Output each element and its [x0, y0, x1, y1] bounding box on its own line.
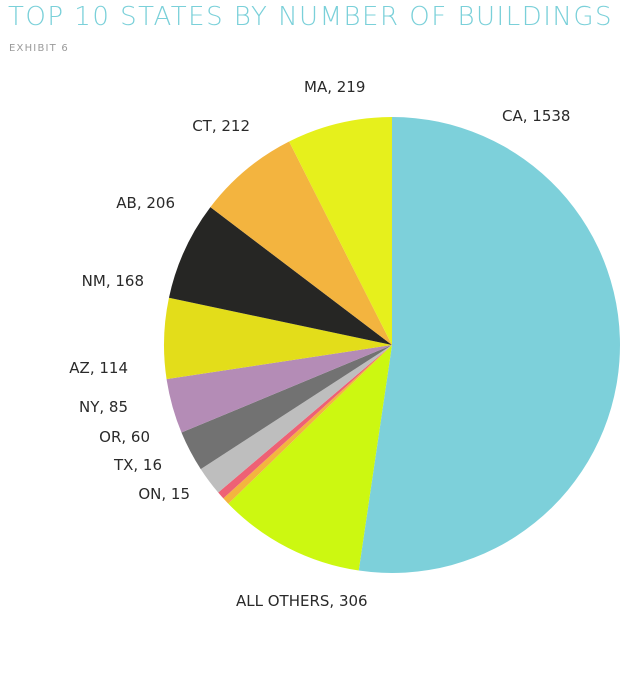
pie-slice-ct: [210, 141, 392, 345]
slice-label-ab: AB, 206: [116, 194, 175, 212]
pie-slice-or: [200, 345, 392, 493]
chart-title: TOP 10 STATES BY NUMBER OF BUILDINGS: [8, 2, 613, 32]
pie-slice-tx: [218, 345, 392, 499]
slice-label-all-others: ALL OTHERS, 306: [236, 592, 368, 610]
exhibit-label: EXHIBIT 6: [9, 43, 69, 54]
slice-label-ca: CA, 1538: [502, 107, 570, 125]
pie-slice-all-others: [228, 345, 392, 571]
pie-slice-ca: [358, 117, 620, 573]
pie-slice-nm: [164, 297, 392, 380]
pie-slice-ma: [289, 117, 392, 345]
pie-slice-ab: [168, 207, 392, 345]
slice-label-on: ON, 15: [138, 485, 190, 503]
slice-label-or: OR, 60: [99, 428, 150, 446]
slice-label-az: AZ, 114: [69, 359, 128, 377]
slice-label-ma: MA, 219: [304, 78, 365, 96]
slice-label-tx: TX, 16: [113, 456, 162, 474]
pie-slice-on: [223, 345, 392, 504]
slice-label-nm: NM, 168: [82, 272, 144, 290]
slice-label-ny: NY, 85: [79, 398, 128, 416]
slice-label-ct: CT, 212: [192, 117, 250, 135]
pie-slice-ny: [181, 345, 392, 470]
pie-slice-az: [166, 345, 392, 433]
